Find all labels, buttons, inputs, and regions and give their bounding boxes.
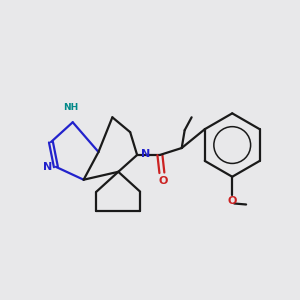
Text: O: O — [158, 176, 168, 186]
Text: O: O — [227, 196, 237, 206]
Text: NH: NH — [63, 103, 78, 112]
Text: N: N — [43, 162, 52, 172]
Text: N: N — [141, 149, 151, 159]
